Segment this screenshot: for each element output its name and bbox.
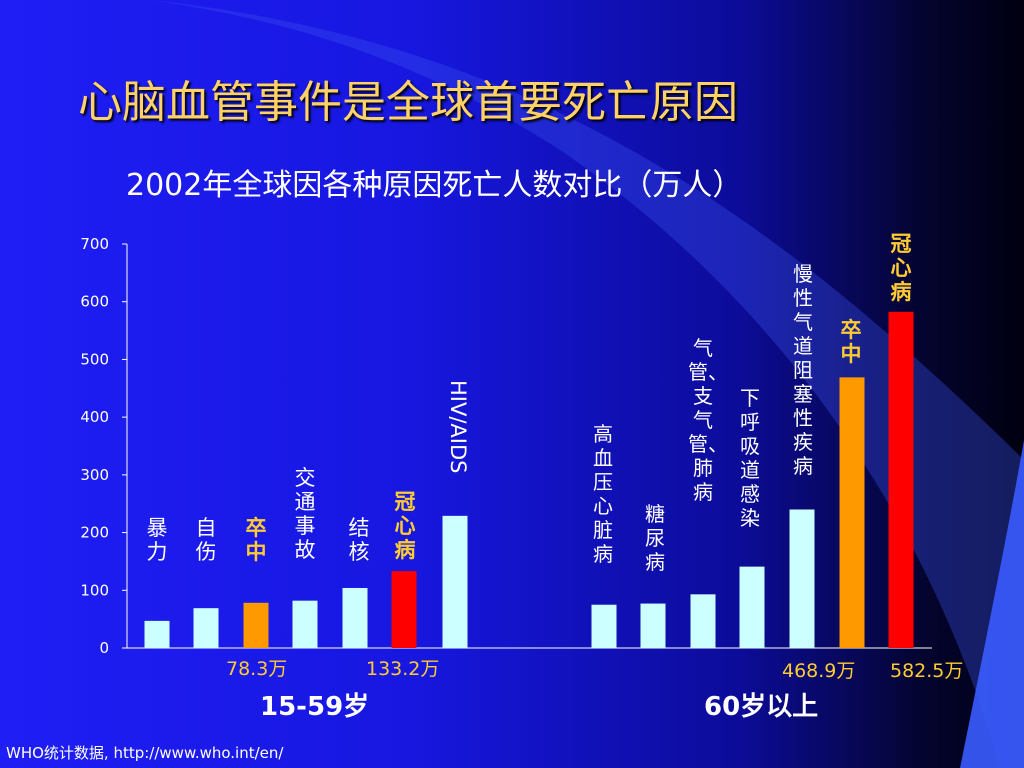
bar-label-stroke-old: 卒中 xyxy=(840,318,862,366)
bar xyxy=(391,571,417,648)
bar xyxy=(690,594,716,648)
bar xyxy=(789,509,815,648)
bar-label-diabetes: 糖尿病 xyxy=(645,502,665,574)
bar-label-traffic: 交通事故 xyxy=(294,466,316,562)
bar-label-copd: 慢性气道阻塞性疾病 xyxy=(793,262,813,478)
y-tick-label: 700 xyxy=(80,235,109,253)
bar xyxy=(292,600,318,648)
annotation-stroke-old: 468.9万 xyxy=(782,660,856,682)
group-label-60-plus: 60岁以上 xyxy=(704,692,819,722)
source-footnote: WHO统计数据, http://www.who.int/en/ xyxy=(6,744,284,762)
y-tick-label: 600 xyxy=(80,293,109,311)
bar xyxy=(193,608,219,648)
y-tick-label: 500 xyxy=(80,350,109,368)
bar xyxy=(342,587,368,648)
y-tick-label: 400 xyxy=(80,408,109,426)
bar xyxy=(739,566,765,648)
bar xyxy=(888,311,914,648)
bar-label-violence: 暴力 xyxy=(146,516,168,564)
bar-label-lung: 气管、支气管、肺病 xyxy=(688,336,728,504)
annotation-chd-old: 582.5万 xyxy=(890,660,964,682)
y-tick-label: 200 xyxy=(80,524,109,542)
bar xyxy=(839,377,865,648)
bar xyxy=(442,515,468,648)
bar xyxy=(243,602,269,648)
bar-label-chd-old: 冠心病 xyxy=(890,232,912,304)
bar-label-self-harm: 自伤 xyxy=(195,516,217,564)
annotation-chd-young: 133.2万 xyxy=(366,658,440,680)
annotation-stroke-young: 78.3万 xyxy=(226,658,288,680)
bar xyxy=(640,603,666,648)
bar-label-lower-resp: 下呼吸道感染 xyxy=(740,386,760,530)
page-title: 心脑血管事件是全球首要死亡原因 xyxy=(78,77,738,128)
bar-label-hypertensive-heart: 高血压心脏病 xyxy=(593,422,613,566)
bar-label-hiv: HIV/AIDS xyxy=(446,380,470,474)
y-tick-label: 0 xyxy=(99,639,109,657)
bar xyxy=(591,604,617,648)
bar-label-stroke-young: 卒中 xyxy=(245,516,267,564)
y-tick-label: 100 xyxy=(80,581,109,599)
chart-subtitle: 2002年全球因各种原因死亡人数对比（万人） xyxy=(126,168,743,203)
bar-label-tb: 结核 xyxy=(348,516,370,564)
group-label-15-59: 15-59岁 xyxy=(260,692,370,722)
bar xyxy=(144,620,170,648)
bar-label-chd-young: 冠心病 xyxy=(394,490,416,562)
y-tick-label: 300 xyxy=(80,466,109,484)
